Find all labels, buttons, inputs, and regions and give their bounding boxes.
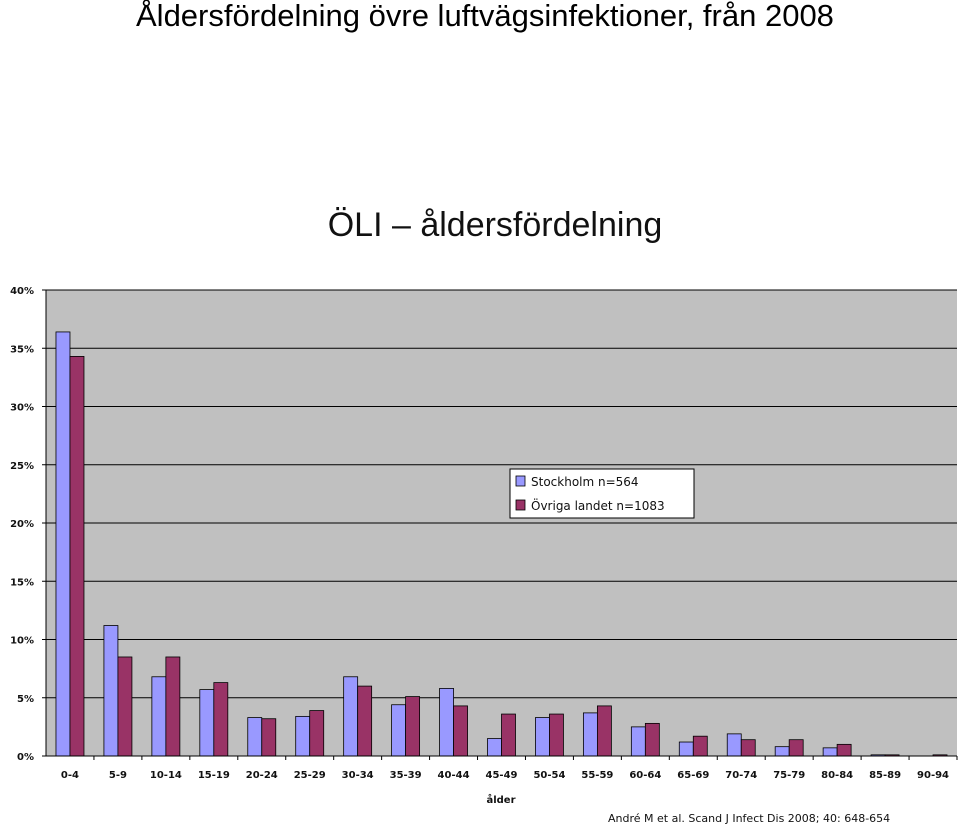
legend: Stockholm n=564 Övriga landet n=1083 — [509, 468, 695, 519]
bar-ovriga-10-14 — [165, 656, 181, 757]
x-tick-label: 35-39 — [390, 770, 422, 781]
x-tick-label: 70-74 — [725, 770, 757, 781]
x-tick-label: 80-84 — [821, 770, 853, 781]
y-tick-label: 10% — [10, 636, 34, 647]
bar-stockholm-75-79 — [774, 746, 790, 757]
y-tick-label: 0% — [17, 752, 34, 763]
gridlines — [42, 289, 957, 757]
x-tick-label: 55-59 — [581, 770, 613, 781]
chart-title: ÖLI – åldersfördelning — [327, 206, 663, 244]
y-tick-label: 35% — [10, 344, 34, 355]
bar-ovriga-40-44 — [453, 705, 468, 757]
x-tick-label: 40-44 — [438, 770, 470, 781]
bar-stockholm-30-34 — [343, 676, 359, 757]
bar-ovriga-50-54 — [549, 713, 564, 757]
bar-ovriga-20-24 — [261, 718, 277, 757]
y-tick-label: 40% — [10, 286, 34, 297]
x-tick-label: 10-14 — [150, 770, 182, 781]
x-axis-label: ålder — [486, 793, 515, 806]
bar-ovriga-35-39 — [405, 696, 421, 757]
bar-stockholm-55-59 — [582, 712, 598, 757]
legend-box — [509, 468, 695, 519]
bar-ovriga-5-9 — [117, 656, 133, 757]
x-tick-label: 60-64 — [629, 770, 661, 781]
bar-stockholm-60-64 — [630, 726, 646, 757]
slide-title: Åldersfördelning övre luftvägsinfektione… — [136, 0, 834, 33]
bar-stockholm-50-54 — [535, 717, 550, 757]
x-tick-label: 85-89 — [869, 770, 901, 781]
x-tick-label: 0-4 — [61, 770, 79, 781]
x-tick-label: 5-9 — [109, 770, 127, 781]
bar-ovriga-65-69 — [692, 735, 708, 757]
bar-stockholm-70-74 — [726, 733, 742, 757]
bar-ovriga-80-84 — [836, 743, 852, 757]
legend-swatch-stockholm — [515, 475, 526, 487]
y-tick-labels: 0% 5% 10% 15% 20% 25% 30% 35% 40% — [10, 286, 34, 763]
bar-stockholm-35-39 — [391, 704, 407, 757]
bar-stockholm-15-19 — [199, 689, 215, 757]
legend-label-stockholm: Stockholm n=564 — [531, 475, 639, 489]
bar-ovriga-70-74 — [740, 739, 756, 757]
bar-stockholm-65-69 — [678, 741, 694, 757]
x-tick-label: 25-29 — [294, 770, 326, 781]
x-tick-label: 30-34 — [342, 770, 374, 781]
bar-ovriga-15-19 — [213, 682, 229, 757]
x-tick-label: 90-94 — [917, 770, 949, 781]
bar-stockholm-40-44 — [439, 688, 454, 757]
citation: André M et al. Scand J Infect Dis 2008; … — [608, 812, 891, 825]
bar-stockholm-10-14 — [151, 676, 167, 757]
bars — [55, 331, 948, 757]
bar-ovriga-55-59 — [596, 705, 612, 757]
x-tick-label: 20-24 — [246, 770, 278, 781]
bar-ovriga-45-49 — [501, 713, 516, 757]
x-tick-labels: 0-4 5-9 10-14 15-19 20-24 25-29 30-34 35-39 40-4… — [61, 756, 958, 781]
bar-stockholm-0-4 — [55, 331, 71, 757]
x-tick-label: 50-54 — [533, 770, 565, 781]
y-tick-label: 5% — [17, 694, 34, 705]
x-tick-label: 75-79 — [773, 770, 805, 781]
bar-ovriga-30-34 — [357, 685, 373, 757]
bar-ovriga-25-29 — [309, 710, 325, 757]
legend-swatch-ovriga — [515, 499, 526, 511]
y-tick-label: 30% — [10, 403, 34, 414]
bar-stockholm-80-84 — [822, 747, 838, 757]
bar-stockholm-20-24 — [247, 717, 263, 757]
y-tick-label: 20% — [10, 519, 34, 530]
bar-stockholm-25-29 — [295, 715, 311, 757]
bar-stockholm-5-9 — [103, 625, 119, 757]
x-tick-label: 15-19 — [198, 770, 230, 781]
bar-ovriga-0-4 — [69, 356, 85, 757]
bar-stockholm-45-49 — [487, 738, 502, 757]
bar-ovriga-75-79 — [788, 739, 804, 757]
x-tick-label: 45-49 — [486, 770, 518, 781]
x-tick-label: 65-69 — [677, 770, 709, 781]
legend-label-ovriga: Övriga landet n=1083 — [531, 497, 665, 513]
bar-ovriga-60-64 — [644, 722, 660, 757]
y-tick-label: 15% — [10, 577, 34, 588]
y-tick-label: 25% — [10, 461, 34, 472]
